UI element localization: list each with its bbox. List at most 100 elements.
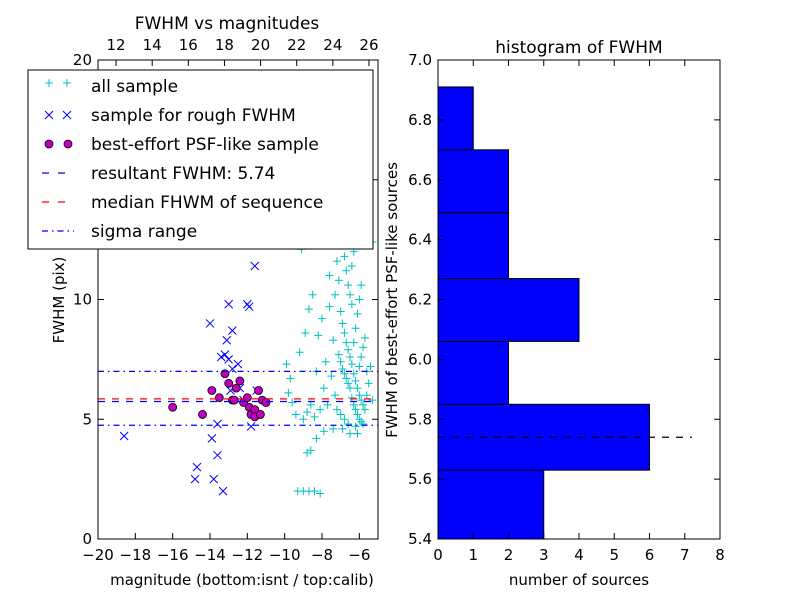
y-tick-label: 10 <box>73 291 92 309</box>
y-tick-label: 6.4 <box>408 231 432 249</box>
all-sample-point <box>349 400 358 409</box>
y-tick-label: 6.2 <box>408 291 432 309</box>
rough-sample-point <box>233 359 243 369</box>
all-sample-point <box>338 319 347 328</box>
all-sample-point <box>338 364 347 373</box>
all-sample-point <box>332 405 341 414</box>
all-sample-point <box>347 360 356 369</box>
all-sample-point <box>359 400 368 409</box>
all-sample-point <box>351 376 360 385</box>
all-sample-point <box>310 412 319 421</box>
left-plot: FWHM vs magnitudes −20 −18 −16 −14 −12 −10 −8−… <box>50 14 379 589</box>
legend-label-rough-sample: sample for rough FWHM <box>91 106 296 126</box>
x-tick-label: −10 <box>269 546 301 564</box>
all-sample-point <box>346 384 354 393</box>
x-tick-label: 8 <box>715 546 725 564</box>
rough-sample-point <box>228 326 237 335</box>
legend-item-rough-sample: sample for rough FWHM <box>44 106 296 126</box>
y-tick-label: 5 <box>82 410 92 428</box>
all-sample-point <box>308 290 317 299</box>
rough-sample-point <box>224 355 234 364</box>
psf-sample-point <box>242 393 252 403</box>
psf-sample-point <box>214 393 224 403</box>
all-sample-point <box>357 396 366 405</box>
all-sample-point <box>351 324 360 333</box>
x-tick-label: 6 <box>645 546 655 564</box>
all-sample-point <box>325 302 334 311</box>
right-plot-title: histogram of FWHM <box>495 38 662 58</box>
rough-sample-point <box>224 299 234 309</box>
all-sample-point <box>316 405 325 414</box>
all-sample-point <box>346 429 354 438</box>
y-tick-label: 6.6 <box>408 171 432 189</box>
top-x-tick-label: 24 <box>323 36 342 54</box>
rough-sample-point <box>216 352 226 362</box>
left-plot-frame <box>97 59 379 540</box>
all-sample-point <box>353 429 362 438</box>
all-sample-point <box>347 261 356 270</box>
left-plot-ylabel: FWHM (pix) <box>50 257 68 344</box>
rough-sample-point <box>209 474 219 484</box>
histogram-bar <box>437 149 509 214</box>
all-sample-point <box>282 360 291 369</box>
legend: all sample sample for rough FWHM best-ef… <box>27 69 374 250</box>
rough-sample-point <box>190 474 200 484</box>
psf-sample-point <box>254 386 263 395</box>
x-tick-label: −8 <box>311 546 333 564</box>
histogram-bar <box>437 278 580 342</box>
all-sample-point <box>351 405 360 414</box>
x-tick-label: 7 <box>680 546 690 564</box>
all-sample-point <box>344 281 353 290</box>
all-sample-point <box>349 369 358 378</box>
y-tick-label: 20 <box>73 51 92 69</box>
all-sample-point <box>359 343 368 352</box>
histogram-bar <box>437 469 545 540</box>
legend-label-psf-sample: best-effort PSF-like sample <box>91 135 319 155</box>
all-sample-point <box>304 305 313 314</box>
x-tick-label: 1 <box>468 546 478 564</box>
all-sample-point <box>362 391 371 400</box>
legend-label-median: median FHWM of sequence <box>91 193 323 213</box>
all-sample-point <box>344 379 353 388</box>
y-tick-label: 0 <box>82 530 92 548</box>
top-x-tick-label: 22 <box>287 36 306 54</box>
all-sample-point <box>340 252 349 261</box>
left-plot-reference-lines <box>98 370 378 426</box>
all-sample-point <box>340 329 349 338</box>
all-sample-point <box>342 374 351 383</box>
psf-sample-point <box>198 410 207 419</box>
all-sample-point <box>342 338 351 347</box>
all-sample-point <box>316 489 325 498</box>
all-sample-point <box>306 400 315 409</box>
y-tick-label: 6.0 <box>408 350 432 368</box>
rough-sample-point <box>228 364 237 374</box>
all-sample-point <box>340 369 349 378</box>
rough-sample-point <box>244 302 254 312</box>
all-sample-point <box>346 290 354 299</box>
all-sample-point <box>360 405 369 414</box>
legend-label-all-sample: all sample <box>91 77 178 97</box>
all-sample-point <box>334 276 343 285</box>
all-sample-point <box>357 352 366 361</box>
y-tick-label: 5.4 <box>408 530 432 548</box>
all-sample-point <box>334 350 343 359</box>
all-sample-point <box>321 357 330 366</box>
all-sample-point <box>323 400 332 409</box>
all-sample-point <box>336 410 345 419</box>
x-tick-label: 5 <box>609 546 619 564</box>
all-sample-point <box>325 271 334 280</box>
psf-sample-point <box>261 398 271 407</box>
all-sample-point <box>314 331 323 340</box>
legend-box <box>27 69 374 250</box>
all-sample-point <box>347 300 356 309</box>
all-sample-point <box>340 415 349 424</box>
left-plot-title: FWHM vs magnitudes <box>135 14 320 34</box>
top-x-tick-label: 18 <box>215 36 234 54</box>
all-sample-point <box>364 379 373 388</box>
top-x-tick-label: 14 <box>143 36 162 54</box>
psf-sample-point <box>168 402 178 412</box>
all-sample-point <box>329 336 338 345</box>
all-sample-point <box>288 398 297 407</box>
all-sample-point <box>344 345 353 354</box>
all-sample-point <box>286 374 295 383</box>
